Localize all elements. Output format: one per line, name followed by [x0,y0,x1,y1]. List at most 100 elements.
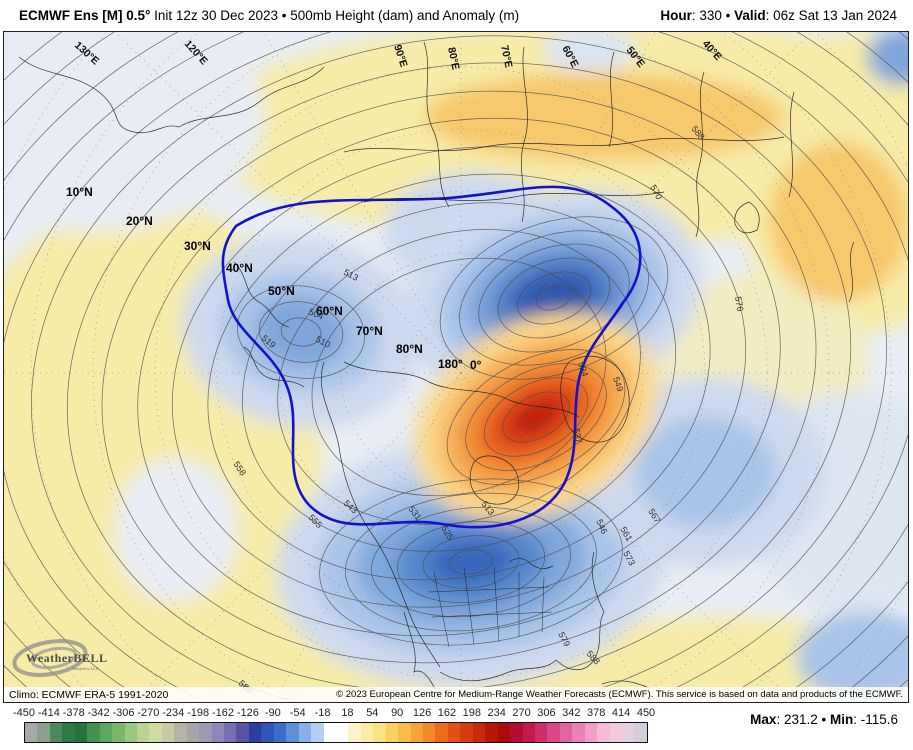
colorbar-segment [335,723,349,742]
height-contours [4,32,908,702]
colorbar-tick-label: 342 [562,707,581,719]
colorbar-tick-label: -18 [314,707,331,719]
lat-label: 0° [470,358,482,372]
colorbar-segment [360,723,374,742]
colorbar-tick-label: -126 [236,707,259,719]
logo-subtext: Analytics LLC [72,666,99,671]
colorbar-tick-label: 450 [636,707,656,719]
colorbar-segment [261,723,274,742]
colorbar-segment [49,723,63,742]
colorbar-tick-label: 198 [462,707,482,719]
colorbar-segment [609,723,622,742]
colorbar-segment [112,723,125,742]
colorbar-segment [224,723,237,742]
hour-value: : 330 [691,7,722,23]
colorbar-segment [398,723,411,742]
colorbar-tick-label: -270 [137,707,160,719]
min-label: Min [829,712,854,727]
colorbar-tick-label: -342 [87,707,110,719]
colorbar-segment [410,723,423,742]
lat-label: 20°N [126,214,153,228]
ctr-label: 537 [571,427,584,444]
climo-text: Climo: ECMWF ERA-5 1991-2020 [9,688,169,701]
colorbar-segment [534,723,548,742]
colorbar-tick-label: 306 [537,707,556,719]
colorbar-segment [286,723,299,742]
max-value: : 231.2 [776,712,818,727]
hour-label: Hour [660,7,692,23]
lat-label: 50°N [268,284,295,298]
max-label: Max [750,712,777,727]
colorbar-segment [99,723,113,742]
attribution-strip: Climo: ECMWF ERA-5 1991-2020 © 2023 Euro… [4,687,908,702]
colorbar-tick-label: 90 [391,707,404,719]
colorbar-segment [522,723,535,742]
colorbar-tick-row: -450 -414 -378 -342 -306 -270 -234 -198 -162 -126… [0,707,913,721]
colorbar-segment [634,723,647,742]
colorbar-tick-label: 234 [487,707,506,719]
colorbar-tick-label: 162 [437,707,457,719]
lat-label: 60°N [316,304,343,318]
colorbar-segment [572,723,585,742]
colorbar-segment [622,723,635,742]
colorbar-segment [423,723,436,742]
colorbar-segment [74,723,88,742]
colorbar [24,722,648,743]
colorbar-tick-label: 414 [611,707,631,719]
coastlines [18,41,855,698]
colorbar-segment [25,723,38,742]
colorbar-segment [435,723,448,742]
colorbar-tick-label: 54 [366,707,379,719]
logo-text: WeatherBELL [26,651,108,665]
colorbar-tick-label: -198 [187,707,210,719]
copyright-text: © 2023 European Centre for Medium-Range … [336,689,903,700]
lat-label: 40°N [226,261,253,275]
map-canvas: 10°N 20°N 30°N 40°N 50°N 60°N 70°N 80°N 180° 0° 13… [3,31,909,703]
colorbar-tick-label: 270 [512,707,531,719]
colorbar-segment [149,723,162,742]
lat-label: 30°N [184,239,211,253]
stats-separator: • [817,712,830,727]
colorbar-tick-label: -54 [289,707,306,719]
colorbar-segment [373,723,386,742]
map-title-rest: Init 12z 30 Dec 2023 • 500mb Height (dam… [150,7,520,23]
colorbar-segment [447,723,461,742]
colorbar-tick-label: -306 [112,707,135,719]
colorbar-segment [273,723,287,742]
lon-label: 80°E [445,46,461,71]
colorbar-segment [547,723,560,742]
colorbar-segment [37,723,50,742]
colorbar-segment [236,723,249,742]
lat-label: 80°N [396,342,423,356]
colorbar-tick-label: -450 [12,707,36,719]
colorbar-segment [559,723,573,742]
colorbar-segment [136,723,150,742]
colorbar-segment [62,723,75,742]
colorbar-segment [497,723,511,742]
colorbar-tick-label: -90 [264,707,281,719]
min-value: : -115.6 [853,712,898,727]
ctr-label: 534 [576,361,590,378]
colorbar-segment [298,723,312,742]
colorbar-tick-label: -414 [37,707,60,719]
colorbar-segment [87,723,100,742]
ctr-label: 576 [733,296,745,313]
weatherbell-logo: WeatherBELL Analytics LLC [12,639,108,677]
valid-value: : 06z Sat 13 Jan 2024 [765,7,897,23]
max-min-readout: Max: 231.2 • Min: -115.6 [750,712,898,727]
valid-label: Valid [734,7,766,23]
map-title: ECMWF Ens [M] 0.5° Init 12z 30 Dec 2023 … [19,8,519,23]
lat-label: 10°N [66,185,93,199]
colorbar-segment [161,723,175,742]
colorbar-tick-label: 126 [412,707,432,719]
colorbar-segment [186,723,200,742]
colorbar-segment [472,723,486,742]
logo-swirl-outer [12,639,88,677]
colorbar-tick-label: 378 [587,707,606,719]
header-separator: • [721,7,735,23]
anomaly-shading [4,32,908,702]
colorbar-segment [211,723,224,742]
colorbar-tick-label: -234 [162,707,185,719]
lat-label: 180° [438,357,463,371]
